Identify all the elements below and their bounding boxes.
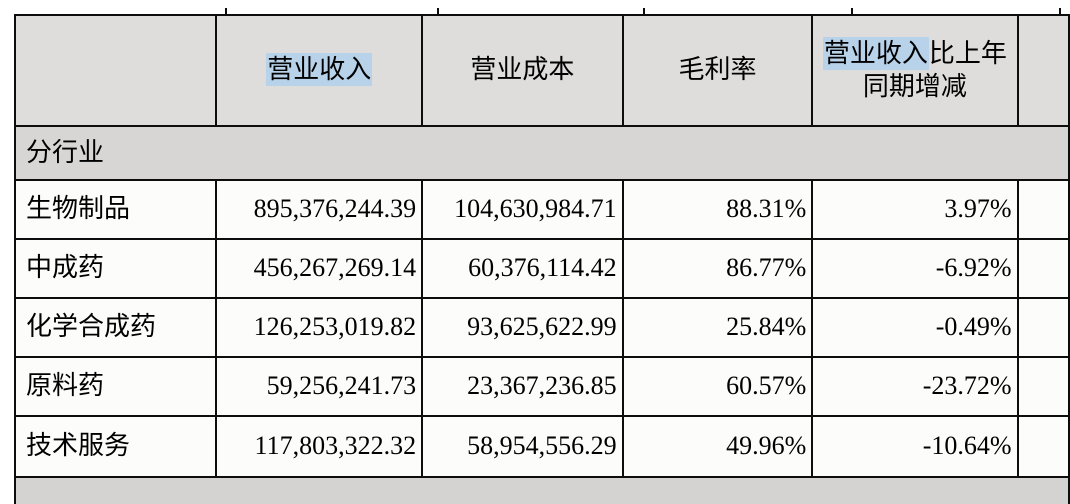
header-cell-row-label	[13, 14, 218, 127]
column-border-stub	[225, 8, 227, 14]
cutoff-cell	[1016, 179, 1070, 240]
header-yoy-line2: 同期增减	[862, 71, 967, 101]
column-border-stub	[643, 8, 645, 14]
row-label-cell: 原料药	[13, 356, 218, 417]
row-label-cell: 生物制品	[13, 179, 218, 240]
cutoff-cell	[1016, 415, 1070, 478]
revenue-cell: 456,267,269.14	[215, 238, 424, 299]
margin-cell: 60.57%	[621, 356, 814, 417]
cost-cell: 104,630,984.71	[421, 179, 624, 240]
row-label-cell: 技术服务	[13, 415, 218, 478]
column-border-stub	[851, 8, 853, 14]
header-cell-yoy: 营业收入比上年 同期增减	[811, 14, 1019, 127]
margin-cell: 25.84%	[621, 297, 814, 358]
row-label-cell: 中成药	[13, 238, 218, 299]
cropped-section-row	[14, 476, 1070, 504]
revenue-cell: 59,256,241.73	[215, 356, 424, 417]
selected-text-highlight: 营业收入	[822, 37, 929, 70]
cutoff-cell	[1016, 356, 1070, 417]
header-cell-cutoff	[1016, 14, 1070, 127]
cutoff-cell	[1016, 238, 1070, 299]
column-border-stub	[437, 8, 439, 14]
margin-cell: 88.31%	[621, 179, 814, 240]
table-row: 化学合成药 126,253,019.82 93,625,622.99 25.84…	[13, 297, 1070, 358]
cost-cell: 23,367,236.85	[421, 356, 624, 417]
table-header-row: 营业收入 营业成本 毛利率 营业收入比上年 同期增减	[13, 14, 1070, 127]
yoy-cell: -10.64%	[811, 415, 1019, 478]
revenue-cell: 117,803,322.32	[215, 415, 424, 478]
section-label-cell: 分行业	[14, 125, 1070, 181]
section-row: 分行业	[14, 125, 1070, 181]
revenue-cell: 895,376,244.39	[215, 179, 424, 240]
header-cell-revenue: 营业收入	[215, 14, 424, 127]
header-yoy-line1: 营业收入比上年	[815, 37, 1014, 71]
header-yoy-line1-rest: 比上年	[928, 39, 1007, 68]
segment-revenue-table: 营业收入 营业成本 毛利率 营业收入比上年 同期增减 分行业 生物制品 895,…	[13, 14, 1070, 504]
header-cell-cost: 营业成本	[421, 14, 624, 127]
row-label-cell: 化学合成药	[13, 297, 218, 358]
yoy-cell: -0.49%	[811, 297, 1019, 358]
cropped-section-cell	[14, 476, 1070, 504]
cost-cell: 58,954,556.29	[421, 415, 624, 478]
cutoff-cell	[1016, 297, 1070, 358]
table-row: 生物制品 895,376,244.39 104,630,984.71 88.31…	[13, 179, 1070, 240]
yoy-cell: -23.72%	[811, 356, 1019, 417]
yoy-cell: -6.92%	[811, 238, 1019, 299]
table-row: 中成药 456,267,269.14 60,376,114.42 86.77% …	[13, 238, 1070, 299]
margin-cell: 86.77%	[621, 238, 814, 299]
table-row: 原料药 59,256,241.73 23,367,236.85 60.57% -…	[13, 356, 1070, 417]
selected-text-highlight: 营业收入	[266, 53, 373, 87]
column-border-stub	[1059, 8, 1061, 14]
table-row: 技术服务 117,803,322.32 58,954,556.29 49.96%…	[13, 415, 1070, 478]
cost-cell: 93,625,622.99	[421, 297, 624, 358]
yoy-cell: 3.97%	[811, 179, 1019, 240]
header-cell-margin: 毛利率	[621, 14, 814, 127]
cost-cell: 60,376,114.42	[421, 238, 624, 299]
revenue-cell: 126,253,019.82	[215, 297, 424, 358]
margin-cell: 49.96%	[621, 415, 814, 478]
